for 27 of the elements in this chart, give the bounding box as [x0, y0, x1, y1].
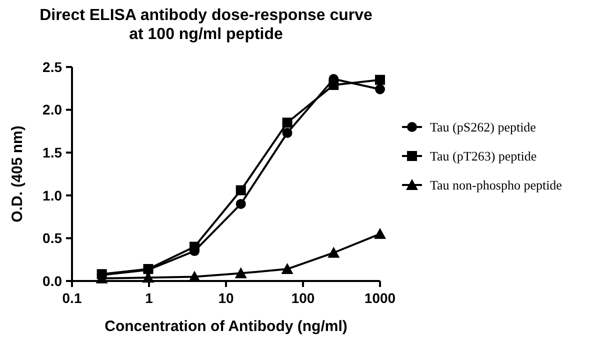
y-tick-label: 0.5 [42, 230, 62, 246]
y-tick-label: 0.0 [42, 272, 62, 289]
x-tick-label: 0.1 [62, 290, 82, 306]
legend-label: Tau non-phospho peptide [430, 178, 562, 193]
y-tick-label: 1.0 [42, 187, 62, 204]
point [282, 118, 292, 128]
x-axis-title: Concentration of Antibody (ng/ml) [104, 318, 348, 335]
point [375, 84, 385, 94]
chart-title: Direct ELISA antibody dose-response curve at 100 ng/ml peptide [40, 7, 373, 43]
x-tick-label: 10 [218, 290, 234, 306]
point [328, 246, 340, 258]
legend-label: Tau (pT263) peptide [430, 148, 537, 164]
y-tick-label: 1.5 [42, 144, 62, 160]
x-tick-label: 100 [291, 290, 315, 306]
point [282, 128, 292, 138]
x-tick-label: 1 [145, 290, 154, 306]
point [375, 74, 385, 85]
point [236, 198, 246, 209]
x-tick-label: 1000 [364, 290, 396, 306]
y-tick-label: 2.5 [42, 58, 62, 75]
legend-label: Tau (pS262) peptide [430, 120, 536, 135]
point [234, 267, 247, 278]
y-tick-label: 2.0 [42, 102, 62, 118]
point [236, 185, 246, 196]
point [374, 228, 386, 239]
y-axis-title: O.D. (405 nm) [9, 126, 26, 222]
point [281, 263, 294, 274]
